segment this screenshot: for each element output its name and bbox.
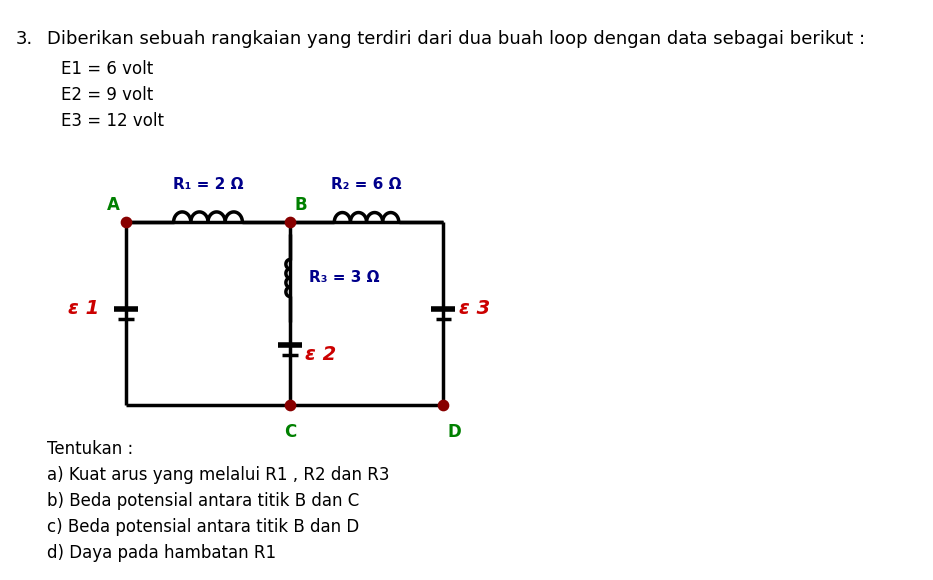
Point bbox=[283, 400, 298, 409]
Text: Diberikan sebuah rangkaian yang terdiri dari dua buah loop dengan data sebagai b: Diberikan sebuah rangkaian yang terdiri … bbox=[47, 30, 865, 48]
Point bbox=[118, 218, 133, 227]
Text: E3 = 12 volt: E3 = 12 volt bbox=[62, 112, 164, 130]
Text: R₁ = 2 Ω: R₁ = 2 Ω bbox=[173, 177, 244, 192]
Text: b) Beda potensial antara titik B dan C: b) Beda potensial antara titik B dan C bbox=[47, 492, 359, 510]
Text: ε 3: ε 3 bbox=[459, 299, 490, 318]
Text: 3.: 3. bbox=[15, 30, 33, 48]
Text: Tentukan :: Tentukan : bbox=[47, 440, 133, 458]
Text: c) Beda potensial antara titik B dan D: c) Beda potensial antara titik B dan D bbox=[47, 518, 359, 536]
Text: R₃ = 3 Ω: R₃ = 3 Ω bbox=[309, 270, 379, 285]
Text: A: A bbox=[106, 196, 119, 214]
Point bbox=[283, 218, 298, 227]
Text: B: B bbox=[294, 196, 307, 214]
Text: a) Kuat arus yang melalui R1 , R2 dan R3: a) Kuat arus yang melalui R1 , R2 dan R3 bbox=[47, 466, 389, 484]
Text: E2 = 9 volt: E2 = 9 volt bbox=[62, 86, 154, 104]
Point bbox=[436, 400, 451, 409]
Text: D: D bbox=[448, 423, 461, 441]
Text: R₂ = 6 Ω: R₂ = 6 Ω bbox=[331, 177, 402, 192]
Text: E1 = 6 volt: E1 = 6 volt bbox=[62, 60, 154, 78]
Text: C: C bbox=[284, 423, 296, 441]
Text: ε 2: ε 2 bbox=[305, 346, 337, 364]
Text: d) Daya pada hambatan R1: d) Daya pada hambatan R1 bbox=[47, 544, 276, 562]
Text: ε 1: ε 1 bbox=[67, 299, 99, 318]
